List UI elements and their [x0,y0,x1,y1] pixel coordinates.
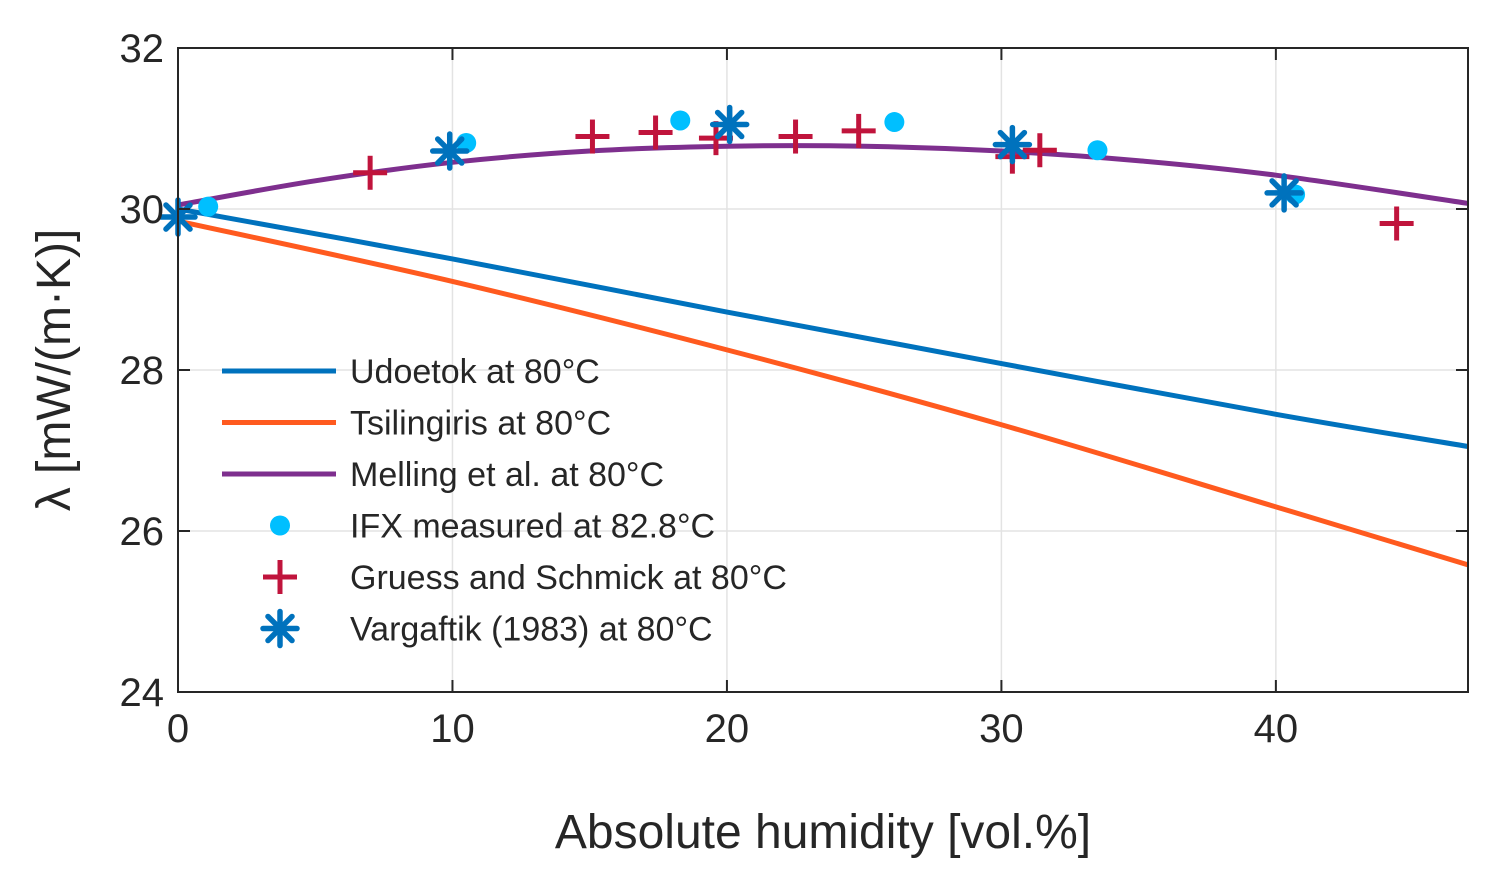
vargaftik-point [709,104,750,145]
legend-tsilingiris: Tsilingiris at 80°C [222,405,611,443]
x-tick-label: 20 [705,707,750,751]
legend-label: Melling et al. at 80°C [350,456,664,494]
ifx-point [670,110,691,131]
legend-melling: Melling et al. at 80°C [222,456,664,494]
legend-vargaftik: Vargaftik (1983) at 80°C [260,608,713,649]
vargaftik-point [1264,173,1304,213]
x-tick-label: 40 [1254,707,1299,751]
ifx-point [198,196,219,217]
legend-label: IFX measured at 82.8°C [350,508,715,546]
vargaftik-point-swatch [260,608,300,649]
x-tick-label: 10 [430,707,475,751]
y-tick-label: 32 [120,27,165,71]
legend: Udoetok at 80°C Tsilingiris at 80°C Mellin… [222,353,787,649]
ticks: 0 10 20 30 40 24 26 28 30 32 [120,27,1468,751]
gruess-point [841,113,876,148]
plot-series [158,104,1468,568]
x-tick-label: 30 [979,707,1024,751]
y-tick-label: 24 [120,671,165,715]
legend-label: Gruess and Schmick at 80°C [350,559,787,597]
ifx-point [884,112,905,133]
ifx-point [1087,140,1108,161]
gruess-point [1022,133,1057,168]
gruess-point [1379,206,1414,241]
gruess-point-swatch [263,560,297,594]
legend-label: Vargaftik (1983) at 80°C [350,611,713,649]
legend-ifx: IFX measured at 82.8°C [270,508,715,546]
y-tick-label: 28 [120,349,165,393]
x-tick-label: 0 [167,707,189,751]
legend-udoetok: Udoetok at 80°C [222,353,600,391]
y-tick-label: 26 [120,510,165,554]
y-axis-title: λ [mW/(m·K)] [28,229,81,512]
gruess-point [575,119,610,154]
y-tick-label: 30 [120,188,165,232]
tsilingiris-line [178,218,1468,568]
vargaftik-point [429,131,470,171]
legend-label: Tsilingiris at 80°C [350,405,611,443]
gruess-point [778,119,813,154]
gruess-point [353,155,388,190]
x-axis-title: Absolute humidity [vol.%] [555,806,1091,859]
legend-label: Udoetok at 80°C [350,353,600,391]
melling-line [178,143,1468,208]
ifx-point-swatch [270,515,290,536]
legend-gruess: Gruess and Schmick at 80°C [263,559,787,597]
udoetok-line [178,206,1468,449]
gruess-point [638,115,673,150]
vargaftik-point [992,124,1033,165]
